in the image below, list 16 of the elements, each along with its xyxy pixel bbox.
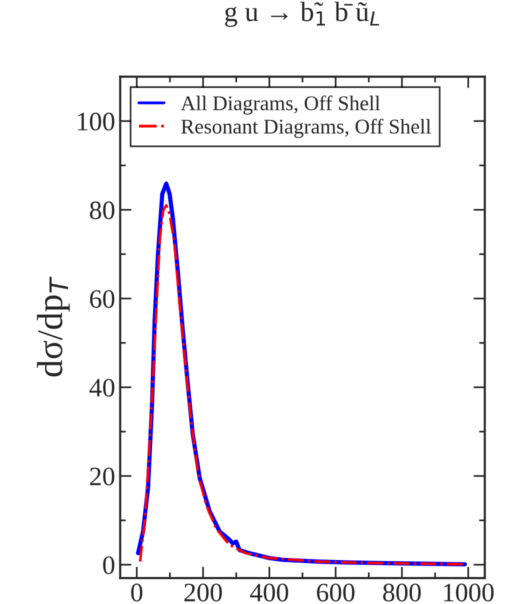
x-tick-label: 400 — [250, 584, 288, 602]
y-tick-label: 100 — [78, 112, 114, 130]
x-tick-label: 1000 — [444, 584, 494, 602]
y-axis-title: dσ/dp$_{T}$ — [36, 276, 70, 376]
y-tick-label: 80 — [90, 201, 114, 220]
y-tick-label: 40 — [89, 378, 114, 397]
y-tick-label: 20 — [90, 468, 114, 486]
x-tick-label: 0 — [131, 584, 142, 602]
x-tick-label: 600 — [316, 584, 354, 602]
legend-label: All Diagrams, Off Shell — [180, 95, 380, 115]
x-tick-label: 200 — [184, 584, 222, 602]
legend-label: Resonant Diagrams, Off Shell — [181, 118, 431, 138]
chart-title: g u → b̃$_{1}$ b̄ ũ$_{L}$ — [225, 2, 380, 27]
y-tick-label: 60 — [90, 290, 114, 308]
y-tick-label: 0 — [103, 556, 114, 574]
x-tick-label: 800 — [383, 584, 421, 602]
